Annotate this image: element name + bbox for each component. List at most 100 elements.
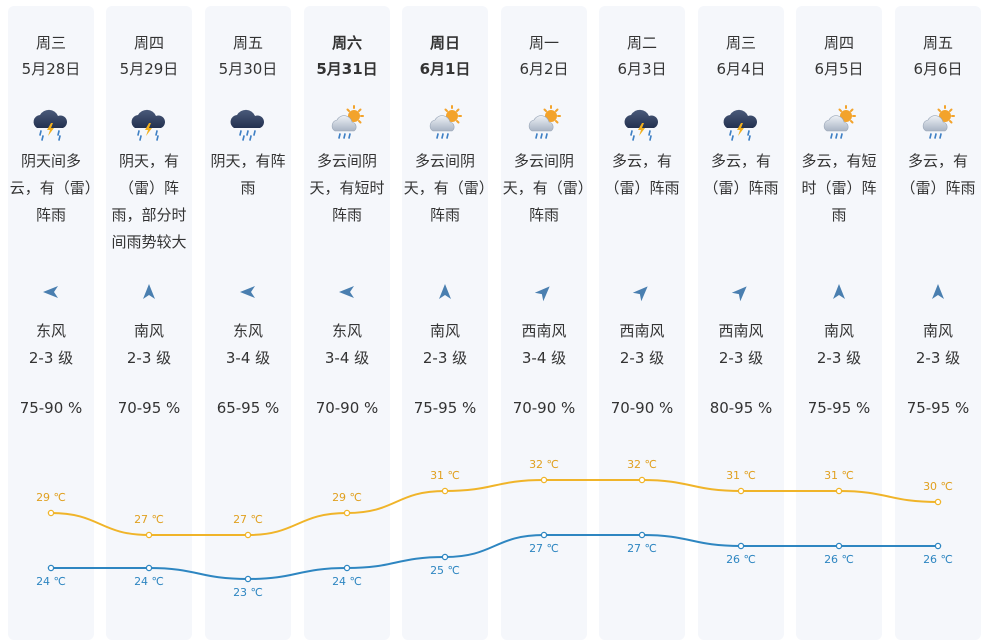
low-temp-point — [47, 564, 55, 572]
sun-cloud-rain-icon — [327, 104, 367, 144]
high-temp-label: 29 ℃ — [332, 491, 362, 504]
wind-info: 南风 2-3 级 — [888, 318, 988, 372]
high-temp-point — [934, 498, 942, 506]
high-temp-point — [540, 476, 548, 484]
low-temp-point — [441, 553, 449, 561]
wind-level-label: 2-3 级 — [422, 349, 468, 367]
day-header: 周四 6月5日 — [789, 30, 889, 82]
humidity-label: 75-95 % — [413, 399, 477, 417]
weekday-label: 周五 — [922, 34, 953, 52]
low-temp-point — [540, 531, 548, 539]
wind-direction-label: 南风 — [823, 322, 854, 340]
low-temp-label: 26 ℃ — [726, 553, 756, 566]
date-label: 5月31日 — [316, 60, 378, 78]
day-column — [304, 6, 390, 640]
day-header: 周四 5月29日 — [99, 30, 199, 82]
thunderstorm-icon — [622, 104, 662, 144]
high-temp-point — [145, 531, 153, 539]
humidity-label: 65-95 % — [216, 399, 280, 417]
wind-direction-label: 西南风 — [619, 322, 665, 340]
low-temp-point — [934, 542, 942, 550]
wind-info: 西南风 3-4 级 — [494, 318, 594, 372]
weekday-label: 周二 — [626, 34, 657, 52]
wind-level-label: 3-4 级 — [324, 349, 370, 367]
weather-description: 多云，有短时（雷）阵雨 — [801, 152, 877, 224]
low-temp-label: 24 ℃ — [134, 575, 164, 588]
wind-level-label: 2-3 级 — [718, 349, 764, 367]
high-temp-label: 30 ℃ — [923, 480, 953, 493]
day-header: 周一 6月2日 — [494, 30, 594, 82]
high-temp-label: 31 ℃ — [726, 469, 756, 482]
high-temp-point — [441, 487, 449, 495]
high-temp-point — [638, 476, 646, 484]
humidity-label: 75-95 % — [906, 399, 970, 417]
weather-description: 多云，有（雷）阵雨 — [604, 152, 680, 197]
wind-direction-label: 南风 — [429, 322, 460, 340]
wind-info: 东风 3-4 级 — [198, 318, 298, 372]
weather-description: 阴天间多云，有（雷）阵雨 — [9, 152, 93, 224]
wind-info: 南风 2-3 级 — [99, 318, 199, 372]
low-temp-point — [244, 575, 252, 583]
low-temp-label: 24 ℃ — [332, 575, 362, 588]
high-temp-label: 29 ℃ — [36, 491, 66, 504]
wind-info: 西南风 2-3 级 — [691, 318, 791, 372]
wind-from-east-icon — [41, 282, 61, 302]
sun-cloud-rain-icon — [524, 104, 564, 144]
low-temp-point — [343, 564, 351, 572]
wind-level-label: 2-3 级 — [28, 349, 74, 367]
low-temp-label: 27 ℃ — [529, 542, 559, 555]
day-column — [796, 6, 882, 640]
low-temp-label: 26 ℃ — [824, 553, 854, 566]
high-temp-label: 31 ℃ — [430, 469, 460, 482]
wind-from-south-icon — [139, 282, 159, 302]
wind-from-southwest-icon — [632, 282, 652, 302]
day-column — [895, 6, 981, 640]
wind-info: 南风 2-3 级 — [395, 318, 495, 372]
high-temp-label: 27 ℃ — [233, 513, 263, 526]
humidity-label: 70-90 % — [315, 399, 379, 417]
thunderstorm-icon — [129, 104, 169, 144]
wind-from-south-icon — [435, 282, 455, 302]
day-header: 周三 5月28日 — [1, 30, 101, 82]
high-temp-label: 27 ℃ — [134, 513, 164, 526]
low-temp-line — [51, 534, 938, 581]
weekday-label: 周日 — [429, 34, 460, 52]
sun-cloud-rain-icon — [918, 104, 958, 144]
wind-info: 东风 3-4 级 — [297, 318, 397, 372]
wind-from-south-icon — [928, 282, 948, 302]
weekday-label: 周六 — [331, 34, 362, 52]
date-label: 5月29日 — [119, 60, 179, 78]
weather-description: 阴天，有阵雨 — [210, 152, 286, 197]
date-label: 6月4日 — [716, 60, 766, 78]
low-temp-point — [737, 542, 745, 550]
date-label: 6月5日 — [814, 60, 864, 78]
low-temp-point — [638, 531, 646, 539]
low-temp-label: 25 ℃ — [430, 564, 460, 577]
weather-description: 多云，有（雷）阵雨 — [703, 152, 779, 197]
day-header: 周三 6月4日 — [691, 30, 791, 82]
low-temp-label: 23 ℃ — [233, 586, 263, 599]
wind-from-east-icon — [337, 282, 357, 302]
wind-direction-label: 东风 — [331, 322, 362, 340]
wind-from-southwest-icon — [534, 282, 554, 302]
high-temp-point — [835, 487, 843, 495]
humidity-label: 80-95 % — [709, 399, 773, 417]
low-temp-point — [835, 542, 843, 550]
day-header: 周二 6月3日 — [592, 30, 692, 82]
date-label: 6月6日 — [913, 60, 963, 78]
day-header: 周六 5月31日 — [297, 30, 397, 82]
thunderstorm-icon — [31, 104, 71, 144]
wind-direction-label: 西南风 — [718, 322, 764, 340]
wind-level-label: 2-3 级 — [816, 349, 862, 367]
date-label: 6月3日 — [617, 60, 667, 78]
sun-cloud-rain-icon — [425, 104, 465, 144]
low-temp-label: 26 ℃ — [923, 553, 953, 566]
weather-description: 多云间阴天，有（雷）阵雨 — [403, 152, 487, 224]
wind-direction-label: 东风 — [35, 322, 66, 340]
wind-direction-label: 南风 — [922, 322, 953, 340]
wind-from-south-icon — [829, 282, 849, 302]
weather-description: 多云间阴天，有（雷）阵雨 — [502, 152, 586, 224]
humidity-label: 75-95 % — [807, 399, 871, 417]
weekday-label: 周三 — [725, 34, 756, 52]
